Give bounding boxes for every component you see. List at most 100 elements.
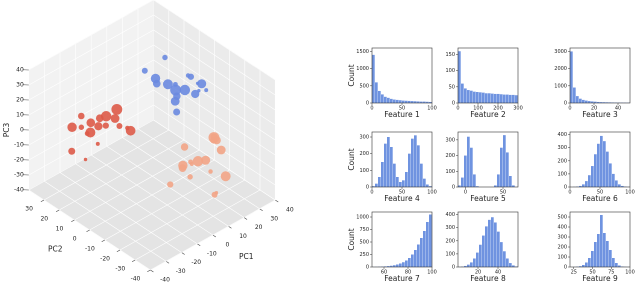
y-tick-label: 300 (445, 225, 455, 231)
bar (429, 214, 432, 267)
bar (375, 183, 378, 187)
grid-line (28, 74, 154, 146)
bar (512, 265, 515, 267)
axes-frame (457, 211, 519, 268)
x-axis-label: Feature 4 (384, 194, 420, 203)
bar (473, 91, 476, 103)
point (84, 131, 90, 136)
tick-mark (86, 229, 90, 233)
bar (594, 154, 597, 187)
y-tick-label: 300 (359, 135, 369, 141)
y-tick-label: 0 (564, 101, 567, 107)
x-tick-label: 100 (427, 270, 437, 276)
z-tick-label: -10 (14, 142, 24, 149)
bar (491, 217, 494, 267)
point (167, 181, 174, 188)
grid-line (28, 44, 154, 116)
tick-mark (243, 217, 248, 220)
bar (402, 262, 405, 267)
grid-line (150, 199, 276, 271)
bar (411, 254, 414, 267)
x-tick-label: 100 (427, 190, 437, 196)
x-tick-label: -20 (191, 259, 201, 266)
y-tick-label: 200 (445, 238, 455, 244)
y-tick-label: 2000 (554, 66, 567, 72)
x-tick-label: 100 (427, 106, 437, 112)
bar (396, 99, 399, 103)
bar (476, 252, 479, 267)
y-tick-label: 300 (557, 235, 567, 241)
y-tick-label: 100 (445, 251, 455, 257)
tick-mark (116, 249, 121, 253)
y-tick-label: -40 (131, 276, 141, 282)
grid-line (153, 119, 276, 201)
y-tick-label: 500 (359, 240, 369, 246)
bar (479, 244, 482, 267)
bar (482, 235, 485, 267)
y-tick-label: 0 (452, 185, 455, 191)
point (94, 122, 103, 131)
scatter-3d: -40 -30 -20 -10 0 10 20 30 40 -40 -30 -20 -10 0 10 20 30… (2, 0, 294, 282)
bar (594, 101, 597, 103)
bar (476, 186, 479, 187)
y-tick-label: 30 (25, 206, 33, 213)
point (191, 89, 200, 99)
bar (402, 100, 405, 103)
tick-mark (40, 199, 45, 203)
bar (417, 145, 420, 187)
bar (470, 90, 473, 103)
grid-line (153, 14, 276, 96)
bar (570, 51, 573, 103)
bar (387, 137, 390, 187)
bar (509, 94, 512, 103)
bar (464, 265, 467, 267)
grid-line (119, 179, 245, 251)
z-tick-label: 0 (20, 127, 24, 134)
z-tick-label: 20 (16, 97, 24, 104)
bar (582, 184, 585, 187)
y-tick-label: 100 (557, 255, 567, 261)
bar (621, 185, 624, 187)
bar (618, 184, 621, 187)
bar (408, 153, 411, 187)
point (178, 160, 188, 171)
y-tick-label: 10 (56, 226, 64, 233)
x-axis-label: Feature 9 (582, 274, 618, 282)
y-tick-label: 1000 (356, 66, 369, 72)
x-tick-label: -40 (160, 277, 170, 282)
x-tick-label: 20 (475, 270, 481, 276)
point (68, 147, 76, 155)
y-tick-label: 100 (557, 171, 567, 177)
tick-mark (181, 252, 185, 255)
bar (497, 231, 500, 267)
point (110, 114, 120, 123)
x-tick-label: 200 (493, 106, 503, 112)
z-tick-label: -40 (14, 187, 24, 194)
y-tick-label: 1000 (356, 215, 369, 221)
y-tick-label: 0 (564, 265, 567, 271)
point (78, 124, 85, 130)
bar (467, 264, 470, 267)
y-tick-label: 0 (452, 101, 455, 107)
bar (585, 181, 588, 187)
bar (399, 100, 402, 103)
bar (393, 99, 396, 103)
x-axis-label: PC1 (239, 252, 254, 261)
bar (609, 163, 612, 187)
point (220, 171, 231, 182)
x-axis-label: Feature 3 (582, 110, 618, 119)
x-tick-label: 50 (500, 190, 506, 196)
y-tick-label: 250 (359, 252, 369, 258)
y-axis-label: Count (347, 64, 356, 86)
y-tick-label: 500 (557, 215, 567, 221)
bar (393, 163, 396, 187)
bar (414, 135, 417, 187)
x-axis-label: Feature 5 (470, 194, 506, 203)
bar (576, 96, 579, 103)
grid-line (28, 0, 154, 71)
bar (588, 175, 591, 187)
histogram-panel: 0 50 100 0 100 200 300 Feature 4 Count (347, 131, 437, 203)
x-tick-label: 0 (568, 106, 571, 112)
